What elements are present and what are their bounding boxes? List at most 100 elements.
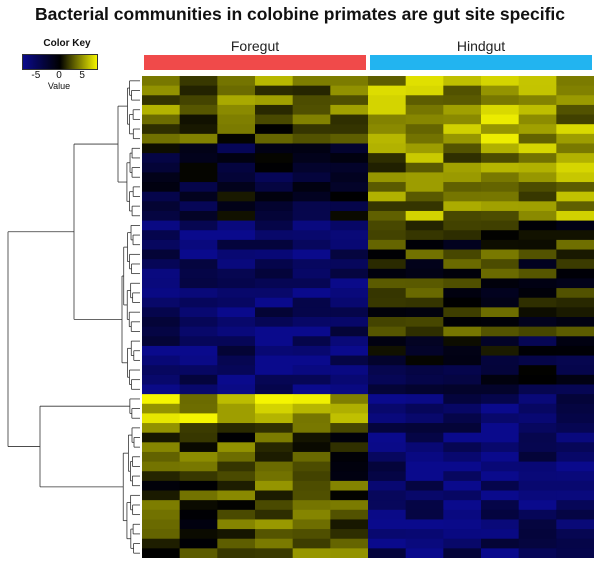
heatmap-cell	[368, 143, 407, 154]
heatmap-cell	[556, 182, 594, 193]
heatmap-cell	[142, 394, 181, 405]
heatmap-cell	[481, 201, 520, 212]
heatmap-cell	[405, 538, 444, 549]
heatmap-cell	[368, 230, 407, 241]
heatmap-cell	[292, 461, 331, 472]
heatmap-cell	[330, 104, 369, 116]
heatmap-cell	[142, 509, 181, 521]
heatmap-cell	[292, 384, 331, 395]
heatmap-cell	[481, 326, 520, 337]
heatmap-cell	[518, 76, 557, 87]
heatmap-cell	[142, 85, 181, 96]
heatmap-cell	[443, 182, 482, 193]
heatmap-cell	[443, 104, 482, 116]
heatmap-cell	[405, 288, 444, 299]
heatmap-cell	[443, 529, 482, 540]
heatmap-cell	[142, 104, 181, 116]
heatmap-cell	[368, 317, 407, 328]
heatmap-cell	[443, 384, 482, 395]
heatmap-cell	[142, 210, 181, 222]
heatmap-cell	[217, 114, 256, 125]
heatmap-cell	[368, 220, 407, 231]
heatmap-cell	[443, 76, 482, 87]
heatmap-cell	[443, 297, 482, 308]
heatmap-cell	[255, 239, 294, 251]
heatmap-cell	[292, 336, 331, 347]
heatmap-cell	[255, 538, 294, 549]
heatmap-cell	[443, 95, 482, 106]
heatmap-cell	[142, 124, 181, 135]
heatmap-cell	[179, 509, 218, 521]
heatmap-cell	[368, 365, 407, 376]
heatmap-cell	[330, 461, 369, 472]
heatmap-cell	[481, 153, 520, 164]
heatmap-cell	[255, 432, 294, 443]
heatmap-cell	[556, 76, 594, 87]
group-bar-0	[144, 55, 366, 70]
heatmap-cell	[368, 162, 407, 173]
heatmap-cell	[518, 85, 557, 96]
heatmap-cell	[217, 143, 256, 154]
heatmap-cell	[330, 500, 369, 511]
heatmap-cell	[518, 451, 557, 463]
heatmap-cell	[481, 104, 520, 116]
heatmap-cell	[518, 345, 557, 357]
heatmap-cell	[443, 172, 482, 183]
heatmap-cell	[518, 326, 557, 337]
heatmap-cell	[142, 374, 181, 386]
heatmap-cell	[330, 85, 369, 96]
heatmap-cell	[518, 182, 557, 193]
heatmap-cell	[405, 451, 444, 463]
heatmap-cell	[405, 162, 444, 173]
heatmap-cell	[217, 191, 256, 202]
heatmap-cell	[518, 259, 557, 270]
heatmap-cell	[292, 442, 331, 453]
heatmap-cell	[443, 143, 482, 154]
heatmap-cell	[142, 423, 181, 434]
heatmap-cell	[179, 413, 218, 424]
heatmap-cell	[179, 220, 218, 231]
heatmap-cell	[481, 230, 520, 241]
heatmap-cell	[443, 153, 482, 164]
heatmap-cell	[518, 432, 557, 443]
heatmap-cell	[255, 210, 294, 222]
heatmap-cell	[405, 239, 444, 251]
heatmap-cell	[443, 307, 482, 318]
heatmap-cell	[518, 538, 557, 549]
heatmap-cell	[179, 104, 218, 116]
heatmap-cell	[142, 153, 181, 164]
heatmap-cell	[179, 191, 218, 202]
heatmap-cell	[443, 85, 482, 96]
heatmap-cell	[142, 133, 181, 145]
heatmap-cell	[330, 355, 369, 366]
heatmap-cell	[518, 490, 557, 501]
heatmap-cell	[556, 451, 594, 463]
heatmap-cell	[481, 413, 520, 424]
heatmap-cell	[405, 220, 444, 231]
heatmap-cell	[255, 182, 294, 193]
heatmap-cell	[443, 278, 482, 289]
heatmap-cell	[556, 172, 594, 183]
heatmap-cell	[179, 307, 218, 318]
heatmap-cell	[481, 133, 520, 145]
heatmap-cell	[481, 307, 520, 318]
heatmap-cell	[142, 365, 181, 376]
heatmap-cell	[217, 85, 256, 96]
heatmap-cell	[405, 548, 444, 558]
heatmap-cell	[179, 326, 218, 337]
heatmap-cell	[255, 268, 294, 280]
heatmap-cell	[255, 95, 294, 106]
heatmap-cell	[179, 538, 218, 549]
heatmap-cell	[217, 220, 256, 231]
heatmap-cell	[405, 268, 444, 280]
heatmap-cell	[556, 259, 594, 270]
heatmap-cell	[443, 538, 482, 549]
heatmap-cell	[179, 365, 218, 376]
heatmap-cell	[481, 480, 520, 492]
heatmap-cell	[217, 95, 256, 106]
heatmap-cell	[481, 143, 520, 154]
heatmap-cell	[556, 143, 594, 154]
heatmap-cell	[330, 124, 369, 135]
heatmap-cell	[518, 95, 557, 106]
color-key-gradient	[22, 54, 98, 70]
